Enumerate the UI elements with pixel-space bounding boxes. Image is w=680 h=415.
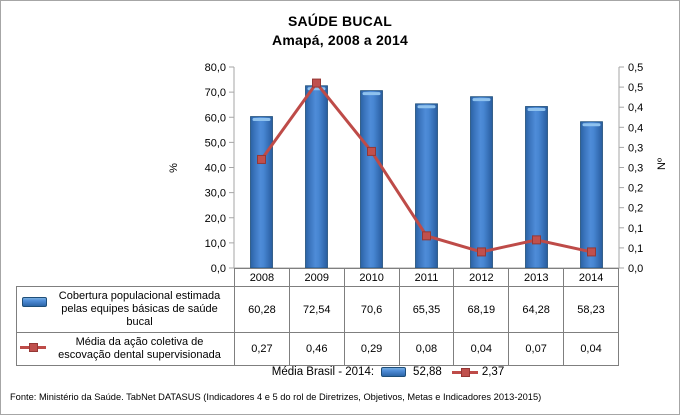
table-cell-2013-row1: 0,07 [508, 332, 565, 366]
media-brasil-line-value: 2,37 [481, 366, 505, 378]
bar-2014 [580, 121, 603, 269]
chart-data-table: Cobertura populacional estimada pelas eq… [16, 286, 619, 366]
year-cell-2012: 2012 [454, 269, 510, 286]
svg-text:0,2: 0,2 [628, 203, 643, 215]
marker-2009 [312, 78, 321, 88]
bar-top-highlight [472, 98, 491, 102]
table-cell-2008-row0: 60,28 [234, 286, 290, 333]
table-cell-2009-row1: 0,46 [288, 332, 345, 366]
svg-text:20,0: 20,0 [205, 213, 226, 225]
combo-chart-plot: 0,010,020,030,040,050,060,070,080,00,00,… [168, 62, 668, 275]
right-axis-title: Nº [656, 158, 668, 170]
svg-text:10,0: 10,0 [205, 238, 226, 250]
legend-label-line-series: Média da ação coletiva de escovação dent… [58, 336, 221, 361]
source-note: Fonte: Ministério da Saúde. TabNet DATAS… [10, 392, 542, 402]
table-cell-2010-row0: 70,6 [343, 286, 400, 333]
svg-text:30,0: 30,0 [205, 188, 226, 200]
table-row-line-series: Média da ação coletiva de escovação dent… [16, 332, 619, 366]
media-brasil-line-icon [451, 367, 478, 377]
table-cell-2014-row0: 58,23 [563, 286, 619, 333]
svg-text:0,1: 0,1 [628, 243, 643, 255]
year-cell-2011: 2011 [400, 269, 455, 286]
marker-2012 [477, 247, 486, 257]
svg-text:0,5: 0,5 [628, 82, 643, 94]
legend-cell-bar-series: Cobertura populacional estimada pelas eq… [16, 286, 235, 333]
marker-2008 [257, 154, 266, 164]
bar-top-highlight [417, 105, 436, 109]
bar-2013 [525, 106, 548, 269]
marker-2010 [367, 146, 376, 156]
legend-label-bar-series: Cobertura populacional estimada pelas eq… [58, 290, 221, 328]
bar-2011 [415, 103, 438, 269]
svg-text:0,5: 0,5 [628, 62, 643, 74]
svg-text:70,0: 70,0 [205, 87, 226, 99]
svg-text:80,0: 80,0 [205, 62, 226, 74]
table-cell-2011-row1: 0,08 [398, 332, 455, 366]
bar-2010 [360, 90, 383, 269]
table-cell-2012-row1: 0,04 [453, 332, 510, 366]
table-cell-2012-row0: 68,19 [453, 286, 510, 333]
media-brasil-label: Média Brasil - 2014: [271, 366, 375, 378]
line-series-icon [20, 343, 46, 352]
svg-text:0,0: 0,0 [628, 263, 643, 275]
bar-top-highlight [362, 92, 381, 96]
bar-top-highlight [527, 107, 546, 111]
bar-series [250, 85, 603, 269]
left-axis-ticks: 0,0 10,0 20,0 30,0 40,0 50,0 60,0 70,0 80,0 [205, 62, 234, 275]
left-axis-title: % [168, 163, 180, 173]
year-cell-2009: 2009 [290, 269, 345, 286]
right-axis-ticks: 0,0 0,1 0,1 0,2 0,2 0,3 0,3 0,4 0,4 0,5 0,5 [619, 62, 643, 275]
svg-text:0,0: 0,0 [211, 263, 226, 275]
svg-text:0,3: 0,3 [628, 142, 643, 154]
chart-header: SAÚDE BUCAL Amapá, 2008 a 2014 [1, 12, 679, 50]
year-cell-2010: 2010 [345, 269, 400, 286]
legend-cell-line-series: Média da ação coletiva de escovação dent… [16, 332, 235, 366]
svg-text:0,3: 0,3 [628, 163, 643, 175]
x-axis-year-row: 2008 2009 2010 2011 2012 2013 2014 [234, 268, 619, 287]
year-cell-2008: 2008 [235, 269, 290, 286]
bar-top-highlight [582, 123, 601, 127]
media-brasil-legend: Média Brasil - 2014: 52,88 2,37 [49, 362, 679, 382]
media-brasil-bar-value: 52,88 [413, 366, 442, 378]
table-cell-2008-row1: 0,27 [234, 332, 290, 366]
svg-text:40,0: 40,0 [205, 163, 226, 175]
table-cell-2014-row1: 0,04 [563, 332, 619, 366]
svg-text:60,0: 60,0 [205, 112, 226, 124]
table-cell-2013-row0: 64,28 [508, 286, 565, 333]
chart-subtitle: Amapá, 2008 a 2014 [272, 32, 408, 48]
table-row-bar-series: Cobertura populacional estimada pelas eq… [16, 286, 619, 333]
svg-text:0,1: 0,1 [628, 223, 643, 235]
bar-2008 [250, 116, 273, 269]
media-brasil-bar-icon [381, 367, 407, 377]
table-cell-2010-row1: 0,29 [343, 332, 400, 366]
line-series-markers [257, 78, 596, 257]
bar-top-highlight [252, 118, 271, 122]
svg-text:0,4: 0,4 [628, 102, 643, 114]
chart-title: SAÚDE BUCAL [287, 13, 393, 29]
year-cell-2014: 2014 [578, 271, 604, 284]
svg-text:0,4: 0,4 [628, 122, 643, 134]
table-cell-2011-row0: 65,35 [398, 286, 455, 333]
bar-series-icon [22, 297, 47, 307]
marker-2014 [587, 247, 596, 257]
bar-2009 [305, 85, 328, 269]
svg-text:0,2: 0,2 [628, 183, 643, 195]
year-cell-2013: 2013 [509, 269, 565, 286]
svg-text:50,0: 50,0 [205, 137, 226, 149]
table-cell-2009-row0: 72,54 [288, 286, 345, 333]
bar-2012 [470, 96, 493, 269]
marker-2013 [532, 235, 541, 245]
marker-2011 [422, 231, 431, 241]
